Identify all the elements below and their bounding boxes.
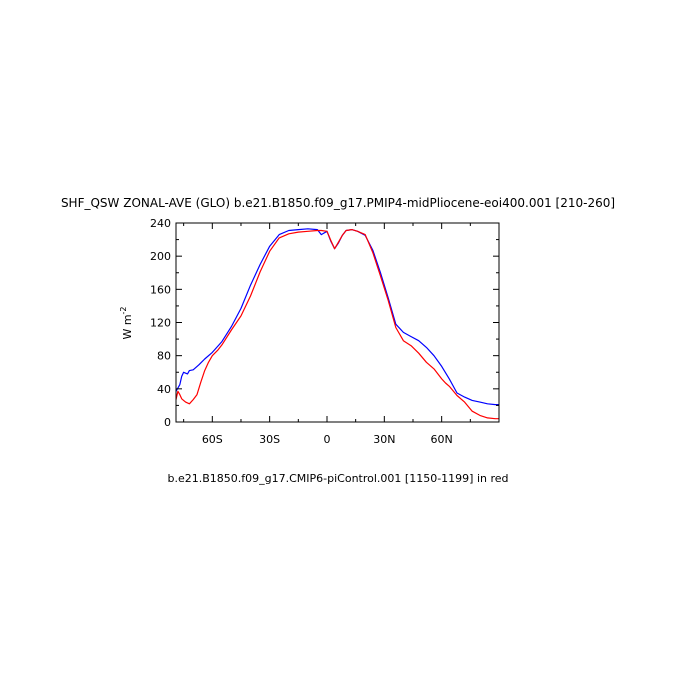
y-tick-label-6: 240 — [150, 217, 171, 230]
y-tick-label-1: 40 — [157, 383, 171, 396]
y-axis-label-exponent: -2 — [119, 306, 128, 314]
x-tick-label-4: 60N — [431, 433, 453, 446]
series-line-0 — [176, 228, 499, 406]
x-tick-label-0: 60S — [202, 433, 223, 446]
chart-title: SHF_QSW ZONAL-AVE (GLO) b.e21.B1850.f09_… — [61, 196, 615, 210]
y-tick-label-3: 120 — [150, 317, 171, 330]
x-tick-label-2: 0 — [323, 433, 330, 446]
chart-subtitle: b.e21.B1850.f09_g17.CMIP6-piControl.001 … — [167, 472, 508, 485]
x-tick-label-1: 30S — [259, 433, 280, 446]
series-line-1 — [176, 229, 499, 420]
y-tick-label-4: 160 — [150, 283, 171, 296]
svg-text:W m-2: W m-2 — [119, 306, 134, 339]
y-axis-label-text: W m — [121, 314, 134, 339]
y-tick-label-5: 200 — [150, 250, 171, 263]
plot-frame — [175, 222, 500, 423]
y-tick-label-2: 80 — [157, 350, 171, 363]
x-tick-label-3: 30N — [373, 433, 395, 446]
y-axis-label: W m-2 — [119, 306, 134, 339]
y-tick-label-0: 0 — [164, 416, 171, 429]
